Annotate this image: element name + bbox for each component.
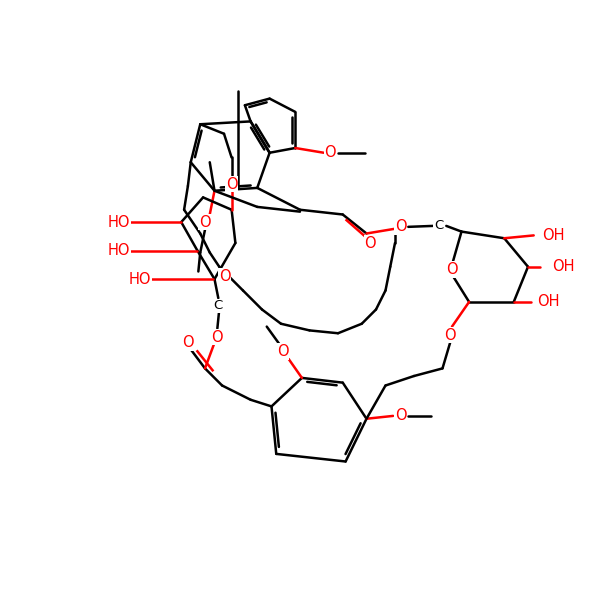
Text: O: O <box>226 176 238 191</box>
Text: HO: HO <box>108 215 131 230</box>
Text: C: C <box>434 220 443 232</box>
Text: O: O <box>277 344 289 359</box>
Text: O: O <box>212 329 223 344</box>
Text: O: O <box>325 145 336 160</box>
Text: O: O <box>444 328 456 343</box>
Text: O: O <box>219 269 231 284</box>
Text: HO: HO <box>129 272 152 287</box>
Text: O: O <box>395 220 407 235</box>
Text: O: O <box>364 235 376 251</box>
Text: C: C <box>214 299 223 312</box>
Text: O: O <box>446 262 458 277</box>
Text: O: O <box>199 215 211 230</box>
Text: O: O <box>395 409 407 424</box>
Text: HO: HO <box>108 243 131 258</box>
Text: O: O <box>182 335 194 350</box>
Text: OH: OH <box>538 295 560 310</box>
Text: OH: OH <box>552 259 574 274</box>
Text: OH: OH <box>542 228 565 243</box>
